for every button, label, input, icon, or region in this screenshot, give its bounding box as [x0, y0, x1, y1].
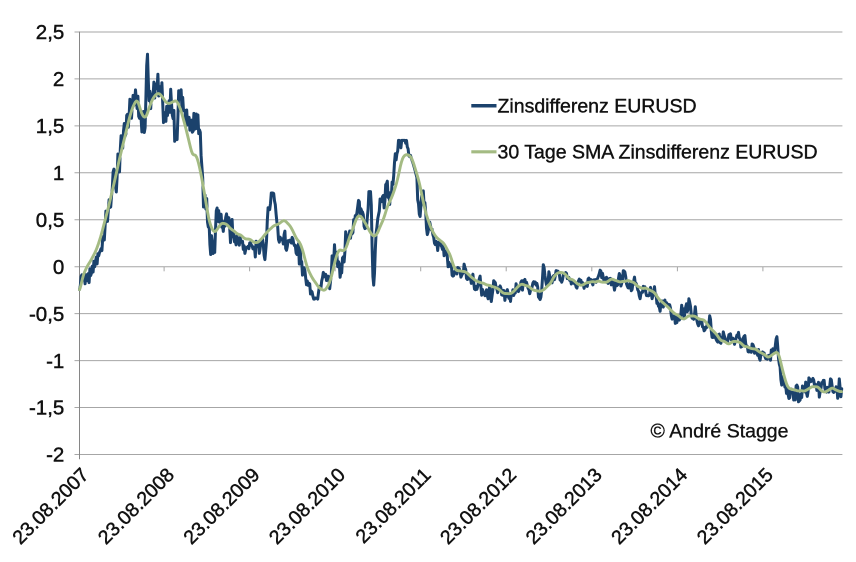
svg-text:-2: -2 — [46, 444, 64, 467]
svg-text:1: 1 — [53, 162, 64, 185]
svg-text:0,5: 0,5 — [36, 209, 65, 232]
svg-text:-1: -1 — [46, 350, 64, 373]
svg-text:2: 2 — [53, 68, 64, 91]
svg-text:1,5: 1,5 — [36, 115, 65, 138]
svg-text:-1,5: -1,5 — [29, 397, 64, 420]
svg-text:Zinsdifferenz EURUSD: Zinsdifferenz EURUSD — [498, 96, 697, 118]
svg-text:30 Tage SMA Zinsdifferenz EURU: 30 Tage SMA Zinsdifferenz EURUSD — [498, 142, 818, 164]
svg-text:-0,5: -0,5 — [29, 303, 64, 326]
svg-text:2,5: 2,5 — [36, 21, 65, 44]
svg-text:© André Stagge: © André Stagge — [651, 421, 789, 443]
svg-text:0: 0 — [53, 256, 64, 279]
